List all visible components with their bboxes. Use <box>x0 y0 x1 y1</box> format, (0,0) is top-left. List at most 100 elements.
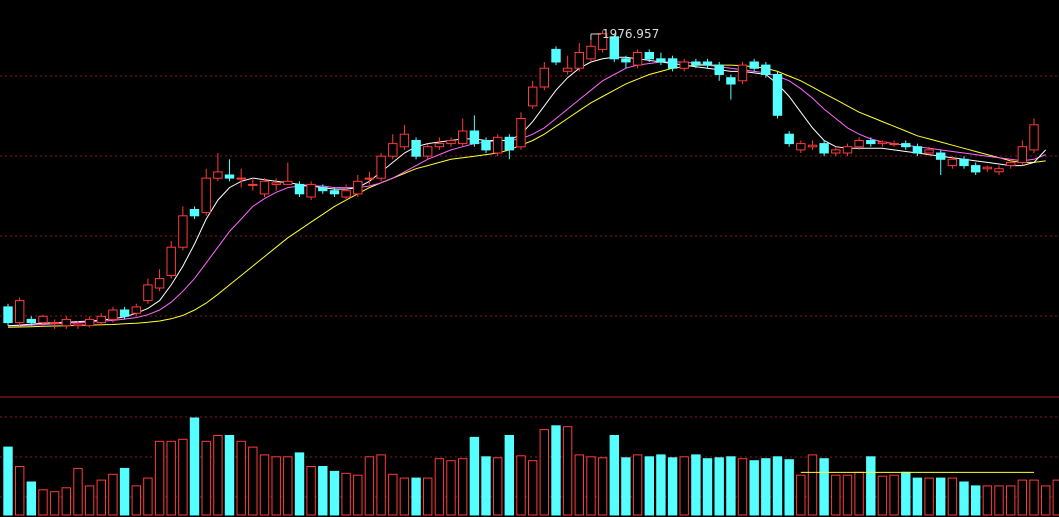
volume-bar <box>84 485 95 516</box>
candle-body <box>609 36 619 60</box>
volume-bar <box>224 435 235 516</box>
candle-body <box>341 190 351 198</box>
candle-body <box>644 52 654 60</box>
volume-bar <box>38 489 48 516</box>
candle-body <box>842 146 853 154</box>
candle <box>201 168 211 216</box>
candle-body <box>749 61 759 69</box>
candle <box>248 178 258 191</box>
candle <box>388 134 398 160</box>
candle <box>213 153 223 182</box>
candle-body <box>271 182 281 185</box>
candle-body <box>96 315 106 324</box>
candle-body <box>353 180 363 195</box>
volume-bar <box>982 485 993 516</box>
candle-body <box>73 323 83 327</box>
candle <box>912 143 923 157</box>
candle <box>353 175 363 197</box>
volume-bar <box>108 473 118 516</box>
volume-bar <box>388 473 398 516</box>
volume-bar <box>399 477 410 516</box>
candle-body <box>854 140 864 148</box>
candle <box>1017 140 1027 166</box>
candle <box>84 316 95 328</box>
candle <box>959 156 969 169</box>
volume-bar <box>446 460 456 516</box>
volume-bar <box>947 477 958 516</box>
volume-bar <box>26 481 36 516</box>
candle <box>528 80 538 110</box>
volume-bar <box>971 485 981 516</box>
candle <box>15 297 25 326</box>
volume-bar <box>493 457 503 516</box>
candle-body <box>434 143 445 148</box>
candle-body <box>399 133 410 148</box>
candle-body <box>1006 161 1016 166</box>
volume-bar <box>656 454 666 516</box>
candle-body <box>971 165 981 173</box>
candle-body <box>26 318 36 323</box>
candle-body <box>912 146 923 154</box>
candle-body <box>784 133 794 145</box>
candle-body <box>131 306 142 314</box>
volume-bar <box>784 459 794 516</box>
volume-bar <box>1052 479 1059 516</box>
volume-bar <box>597 457 608 516</box>
volume-bar <box>551 425 561 516</box>
candle <box>726 74 736 100</box>
candle-body <box>294 183 305 195</box>
volume-bar <box>562 426 573 516</box>
candle <box>539 61 549 91</box>
candle <box>504 134 515 160</box>
volume-bar <box>1017 479 1027 516</box>
candle-body <box>259 180 270 195</box>
candle-body <box>178 215 188 248</box>
candle-body <box>376 155 386 179</box>
candle <box>446 137 456 147</box>
candle <box>842 143 853 157</box>
candle <box>656 52 666 66</box>
candle <box>866 137 876 147</box>
volume-bar <box>667 457 678 516</box>
candle <box>551 46 561 66</box>
volume-bar <box>877 475 888 516</box>
volume-bar <box>178 438 188 516</box>
candle <box>831 146 841 157</box>
candle-body <box>493 136 503 154</box>
candle <box>224 159 235 182</box>
candle <box>108 306 118 323</box>
candle-body <box>189 209 200 217</box>
candle <box>819 140 829 157</box>
candle <box>364 171 375 185</box>
candle-body <box>166 246 176 276</box>
peak-annotation: 1976.957 <box>590 27 659 41</box>
volume-bar <box>819 458 829 516</box>
candle <box>49 319 60 329</box>
candle-body <box>411 140 421 157</box>
volume-bar <box>691 454 701 516</box>
ma5-line <box>7 56 1047 327</box>
volume-bar <box>586 456 596 516</box>
candle-body <box>737 64 748 82</box>
candle-body <box>119 309 130 317</box>
volume-bar <box>796 474 806 516</box>
candle <box>761 61 771 78</box>
candle-body <box>213 171 223 179</box>
candle-body <box>516 118 526 148</box>
candle-body <box>236 177 246 180</box>
volume-bar <box>283 456 293 516</box>
candle-body <box>38 315 48 324</box>
volume-bar <box>1041 485 1051 516</box>
candle <box>73 321 83 329</box>
candle <box>283 162 293 185</box>
candlestick-series <box>3 30 1039 329</box>
volume-bar <box>481 456 491 516</box>
candle <box>38 314 48 326</box>
candle <box>306 181 316 201</box>
volume-bar <box>924 477 934 516</box>
volume-bar <box>61 487 71 516</box>
volume-bar <box>609 435 619 516</box>
candle-body <box>248 183 258 186</box>
volume-bar <box>679 456 689 516</box>
candle-body <box>318 187 328 192</box>
